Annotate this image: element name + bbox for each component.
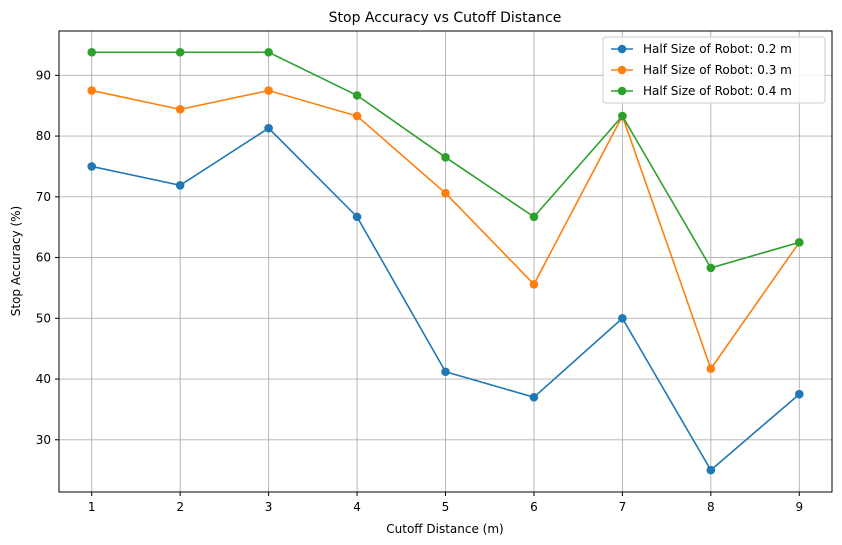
data-point <box>706 465 716 475</box>
x-tick-label: 1 <box>88 500 96 514</box>
x-tick-label: 8 <box>707 500 715 514</box>
legend-marker <box>617 44 627 54</box>
series-1 <box>87 123 804 475</box>
y-tick-label: 60 <box>36 251 51 265</box>
data-point <box>794 238 804 247</box>
legend-entry: Half Size of Robot: 0.4 m <box>611 84 792 98</box>
y-tick-label: 50 <box>36 311 51 325</box>
y-tick-label: 70 <box>36 190 51 204</box>
data-point <box>352 212 362 222</box>
y-tick-label: 80 <box>36 129 51 143</box>
data-point <box>441 188 450 198</box>
x-tick-label: 9 <box>795 500 803 514</box>
data-point <box>175 180 185 190</box>
chart-title: Stop Accuracy vs Cutoff Distance <box>329 10 562 26</box>
legend-marker <box>617 86 627 96</box>
legend-entry: Half Size of Robot: 0.3 m <box>611 63 792 77</box>
x-tick-label: 3 <box>265 500 273 514</box>
series-3 <box>87 47 804 273</box>
data-point <box>87 47 97 57</box>
legend: Half Size of Robot: 0.2 m Half Size of Ro… <box>602 36 826 104</box>
data-point <box>794 389 804 399</box>
y-tick-label: 90 <box>36 68 51 82</box>
legend-label: Half Size of Robot: 0.3 m <box>643 63 792 77</box>
y-tick-label: 30 <box>36 433 51 447</box>
data-point <box>352 111 362 121</box>
data-point <box>87 86 97 95</box>
series-layer <box>87 47 804 475</box>
data-point <box>706 263 716 273</box>
legend-box <box>602 36 826 104</box>
data-point <box>441 367 450 377</box>
x-tick-label: 5 <box>442 500 450 514</box>
data-point <box>529 392 539 402</box>
x-tick-label: 7 <box>619 500 627 514</box>
legend-label: Half Size of Robot: 0.4 m <box>643 84 792 98</box>
legend-label: Half Size of Robot: 0.2 m <box>643 42 792 56</box>
data-point <box>264 86 273 95</box>
data-point <box>706 364 716 374</box>
y-tick-label: 40 <box>36 372 51 386</box>
y-axis-label: Stop Accuracy (%) <box>9 206 23 316</box>
data-point <box>87 162 97 171</box>
data-point <box>264 123 273 133</box>
data-point <box>441 153 450 162</box>
x-tick-label: 2 <box>176 500 184 514</box>
legend-marker <box>617 65 627 75</box>
data-point <box>352 91 362 100</box>
data-point <box>529 212 539 222</box>
data-point <box>264 47 273 57</box>
data-point <box>618 313 627 323</box>
data-point <box>618 111 627 121</box>
data-point <box>175 105 185 114</box>
legend-entry: Half Size of Robot: 0.2 m <box>611 42 792 56</box>
x-tick-label: 6 <box>530 500 538 514</box>
x-tick-label: 4 <box>353 500 361 514</box>
data-point <box>175 47 185 57</box>
x-axis-label: Cutoff Distance (m) <box>386 522 503 536</box>
ticks: 1 2 3 4 5 6 7 8 9 30 40 50 60 70 80 90 <box>36 68 803 514</box>
data-point <box>529 279 539 289</box>
